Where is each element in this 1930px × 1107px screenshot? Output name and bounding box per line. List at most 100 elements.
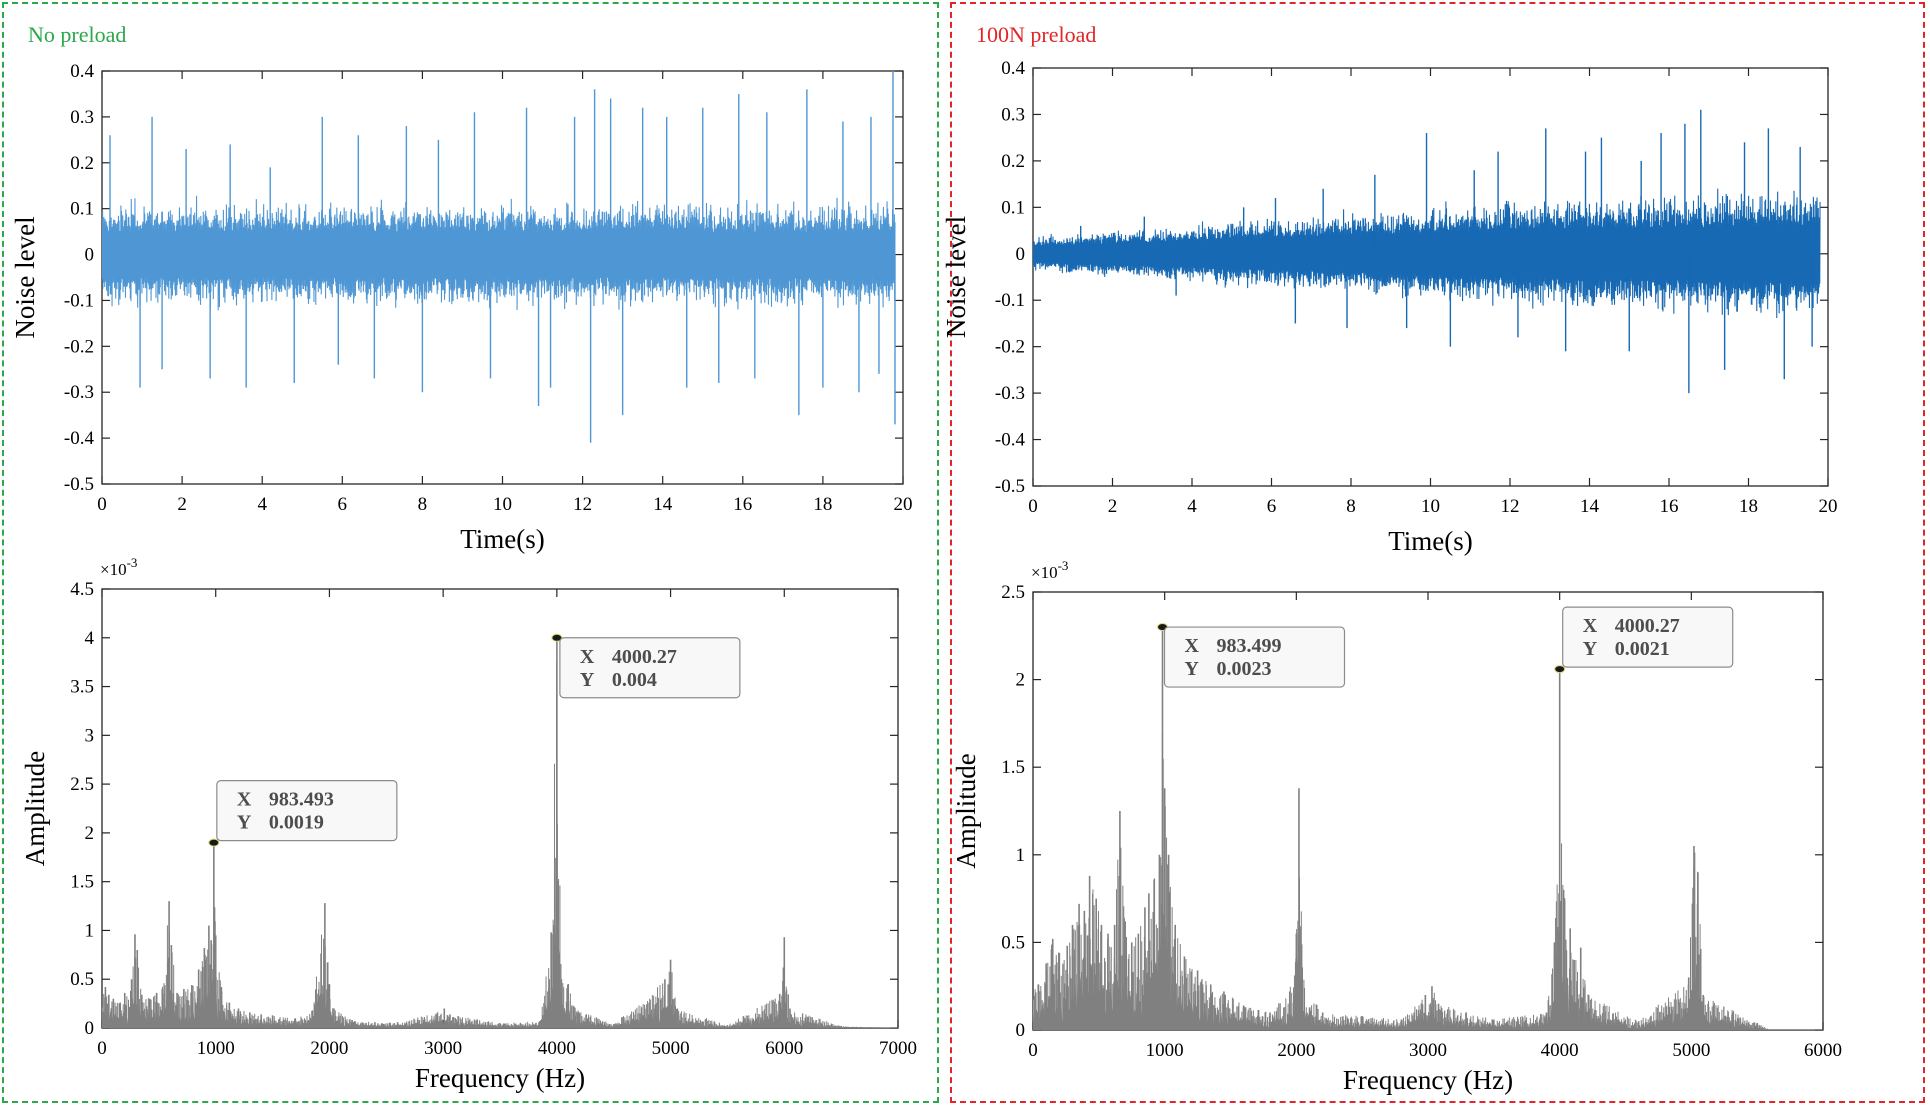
x-tick-label: 18 [1739, 496, 1758, 517]
data-tip[interactable]: X 983.493 Y 0.0019 [208, 780, 398, 847]
data-tip-marker[interactable] [1554, 665, 1566, 674]
data-tip[interactable]: X 4000.27 Y 0.0021 [1554, 606, 1734, 674]
data-tip[interactable]: X 983.499 Y 0.0023 [1156, 623, 1346, 688]
data-tip-x-label: X [580, 646, 595, 668]
x-tick-label: 16 [1660, 496, 1679, 517]
y-tick-label: 0.5 [1001, 932, 1025, 953]
y-tick-label: 2.5 [1001, 582, 1025, 603]
x-tick-label: 1000 [1146, 1040, 1184, 1061]
y-tick-label: 0 [1016, 1020, 1026, 1041]
x-tick-label: 18 [813, 494, 832, 515]
y-tick-label: -0.2 [995, 337, 1025, 358]
series-group [1033, 627, 1823, 1030]
y-tick-label: 0 [1016, 244, 1026, 265]
y-tick-label: -0.3 [995, 383, 1025, 404]
data-tip-x-value: 4000.27 [1615, 615, 1680, 637]
series-group [1033, 109, 1821, 394]
data-tip-box [216, 780, 398, 842]
y-tick-label: 0.3 [1001, 104, 1025, 125]
y-tick-label: -0.5 [995, 476, 1025, 497]
data-tip-y-label: Y [1184, 658, 1199, 680]
y-tick-label: 1.5 [1001, 757, 1025, 778]
y-tick-label: 0.4 [1001, 58, 1025, 79]
x-tick-label: 0 [1028, 1040, 1038, 1061]
x-tick-label: 5000 [1672, 1040, 1710, 1061]
data-tip[interactable]: X 4000.27 Y 0.004 [551, 633, 741, 699]
x-tick-label: 8 [1346, 496, 1356, 517]
x-tick-label: 2000 [310, 1038, 348, 1059]
y-exponent-base: ×10 [1031, 563, 1058, 582]
data-tip-marker[interactable] [208, 838, 220, 847]
y-tick-label: 0.2 [70, 153, 94, 174]
x-tick-label: 14 [653, 494, 673, 515]
y-tick-label: -0.1 [64, 290, 94, 311]
data-tip-x-value: 983.493 [269, 789, 334, 811]
y-tick-label: 1.5 [70, 872, 94, 893]
x-tick-label: 8 [418, 494, 428, 515]
y-tick-label: 1 [1016, 845, 1026, 866]
x-tick-label: 20 [1819, 496, 1838, 517]
x-axis-title: Time(s) [460, 524, 545, 554]
x-tick-label: 6 [338, 494, 348, 515]
y-exponent-power: -3 [127, 555, 138, 570]
panel-title-100n-preload: 100N preload [976, 22, 1097, 47]
data-tip-x-value: 4000.27 [612, 646, 677, 668]
y-tick-label: 2 [1016, 670, 1026, 691]
x-tick-label: 20 [894, 494, 913, 515]
x-tick-label: 16 [733, 494, 752, 515]
x-tick-label: 3000 [1409, 1040, 1447, 1061]
y-axis-title: Noise level [941, 216, 971, 338]
x-tick-label: 4 [1187, 496, 1197, 517]
data-tip-y-value: 0.004 [612, 669, 657, 691]
data-tip-y-label: Y [580, 669, 595, 691]
x-tick-label: 12 [573, 494, 592, 515]
y-tick-label: 1 [85, 920, 95, 941]
data-tip-y-value: 0.0019 [269, 812, 324, 834]
chart-1: 0 1000 2000 3000 4000 5000 6000 7000 0 0.5 1 1.5 2 2.… [20, 555, 917, 1093]
y-axis-title: Noise level [10, 216, 40, 338]
data-tip-box [559, 637, 741, 699]
y-tick-label: 0.4 [70, 61, 94, 82]
y-exponent-label: ×10-3 [1031, 558, 1068, 582]
panel-no-preload [2, 2, 939, 1103]
y-tick-label: 2 [85, 823, 95, 844]
y-tick-label: -0.3 [64, 382, 94, 403]
x-tick-label: 2 [1108, 496, 1118, 517]
y-tick-label: 0 [85, 245, 95, 266]
y-tick-label: -0.4 [64, 428, 95, 449]
y-tick-label: 3.5 [70, 677, 94, 698]
y-axis-title: Amplitude [951, 753, 981, 869]
y-tick-label: 0.1 [1001, 197, 1025, 218]
y-tick-label: -0.1 [995, 290, 1025, 311]
y-exponent-label: ×10-3 [100, 555, 137, 579]
data-tip-box [1562, 606, 1734, 668]
series-group [102, 71, 896, 443]
x-tick-label: 3000 [424, 1038, 462, 1059]
chart-2: 0 2 4 6 8 10 12 14 16 18 20 -0.5 -0.4 -0.3 -0.2 -0.1 0 0.… [941, 58, 1838, 556]
panel-100n-preload [950, 2, 1925, 1103]
data-tip-x-label: X [237, 789, 252, 811]
y-exponent-base: ×10 [100, 560, 127, 579]
y-tick-label: 4 [85, 628, 95, 649]
data-tip-y-value: 0.0023 [1216, 658, 1271, 680]
y-tick-label: -0.2 [64, 336, 94, 357]
x-tick-label: 2000 [1277, 1040, 1315, 1061]
x-tick-label: 4 [257, 494, 267, 515]
y-tick-label: 0 [85, 1018, 95, 1039]
x-tick-label: 1000 [197, 1038, 235, 1059]
x-tick-label: 12 [1501, 496, 1520, 517]
series-group [102, 637, 898, 1028]
data-tip-y-label: Y [237, 812, 252, 834]
data-tip-box [1163, 626, 1346, 688]
x-tick-label: 10 [1421, 496, 1440, 517]
data-tip-y-value: 0.0021 [1615, 638, 1670, 660]
y-tick-label: 0.2 [1001, 151, 1025, 172]
x-tick-label: 4000 [538, 1038, 576, 1059]
data-tip-y-label: Y [1583, 638, 1598, 660]
data-tip-x-label: X [1583, 615, 1598, 637]
y-axis-title: Amplitude [20, 751, 50, 867]
noise-waveform [102, 195, 896, 311]
x-axis-title: Frequency (Hz) [1343, 1065, 1513, 1095]
x-tick-label: 0 [1028, 496, 1038, 517]
